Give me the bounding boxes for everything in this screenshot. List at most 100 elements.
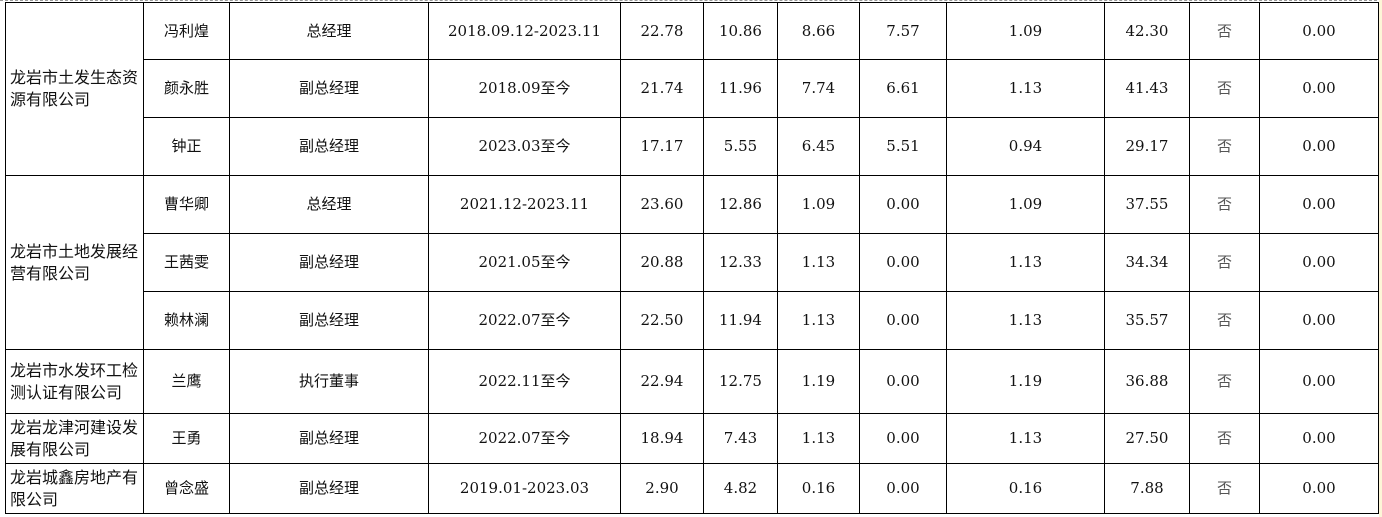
- page-edge: [1379, 0, 1382, 517]
- person-name: 王茜雯: [143, 233, 230, 292]
- other-income: 0.00: [1259, 233, 1379, 292]
- performance-pay: 1.09: [777, 175, 860, 234]
- part-time-flag: 否: [1189, 349, 1260, 414]
- deferred-pay: 0.00: [859, 175, 947, 234]
- tenure: 2021.05至今: [428, 233, 621, 292]
- performance-pay: 1.19: [777, 349, 860, 414]
- performance-pay: 1.13: [777, 291, 860, 350]
- deferred-pay: 0.00: [859, 413, 947, 464]
- person-name: 冯利煌: [143, 2, 230, 60]
- tenure: 2019.01-2023.03: [428, 463, 621, 514]
- total-salary: 23.60: [620, 175, 704, 234]
- performance-pay: 1.13: [777, 413, 860, 464]
- table-row: 龙岩市土发生态资源有限公司 冯利煌 总经理 2018.09.12-2023.11 22.…: [5, 2, 1379, 176]
- performance-pay: 7.74: [777, 59, 860, 118]
- table-row: 王茜雯 副总经理 2021.05至今 20.88 12.33 1.13 0.00 1.13 34…: [6, 233, 1379, 292]
- part-time-flag: 否: [1189, 59, 1260, 118]
- tenure: 2023.03至今: [428, 117, 621, 176]
- table-row: 龙岩城鑫房地产有限公司 曾念盛 副总经理 2019.01-2023.03 2.90 4.8…: [5, 463, 1379, 514]
- total-compensation: 35.57: [1104, 291, 1190, 350]
- position: 副总经理: [229, 463, 429, 514]
- tenure: 2021.12-2023.11: [428, 175, 621, 234]
- part-time-flag: 否: [1189, 117, 1260, 176]
- other-income: 0.00: [1259, 463, 1379, 514]
- performance-pay: 8.66: [777, 2, 860, 60]
- position: 副总经理: [229, 291, 429, 350]
- position: 执行董事: [229, 349, 429, 414]
- other-income: 0.00: [1259, 349, 1379, 414]
- current-pay: 1.19: [946, 349, 1105, 414]
- person-name: 曾念盛: [143, 463, 230, 514]
- company-name: 龙岩龙津河建设发展有限公司: [5, 413, 144, 464]
- person-name: 曹华卿: [143, 175, 230, 234]
- base-salary: 12.75: [703, 349, 778, 414]
- part-time-flag: 否: [1189, 175, 1260, 234]
- company-name: 龙岩市土地发展经营有限公司: [5, 175, 144, 350]
- other-income: 0.00: [1259, 2, 1379, 60]
- total-salary: 2.90: [620, 463, 704, 514]
- table-row: 龙岩市水发环工检测认证有限公司 兰鹰 执行董事 2022.11至今 22.94 12.75…: [5, 349, 1379, 414]
- company-name: 龙岩市水发环工检测认证有限公司: [5, 349, 144, 414]
- base-salary: 11.94: [703, 291, 778, 350]
- table-row: 龙岩市土地发展经营有限公司 曹华卿 总经理 2021.12-2023.11 23.60 1…: [5, 175, 1379, 350]
- deferred-pay: 0.00: [859, 349, 947, 414]
- deferred-pay: 0.00: [859, 291, 947, 350]
- current-pay: 1.09: [946, 175, 1105, 234]
- position: 副总经理: [229, 413, 429, 464]
- table-row: 颜永胜 副总经理 2018.09至今 21.74 11.96 7.74 6.61 1.13 41…: [6, 59, 1379, 118]
- table-row: 钟正 副总经理 2023.03至今 17.17 5.55 6.45 5.51 0.94 29.1…: [6, 117, 1379, 176]
- total-compensation: 7.88: [1104, 463, 1190, 514]
- person-name: 钟正: [143, 117, 230, 176]
- table-body: 龙岩市土发生态资源有限公司 冯利煌 总经理 2018.09.12-2023.11 22.…: [5, 2, 1379, 514]
- company-name: 龙岩城鑫房地产有限公司: [5, 463, 144, 514]
- base-salary: 4.82: [703, 463, 778, 514]
- salary-table: 龙岩市土发生态资源有限公司 冯利煌 总经理 2018.09.12-2023.11 22.…: [5, 2, 1379, 514]
- performance-pay: 0.16: [777, 463, 860, 514]
- total-compensation: 36.88: [1104, 349, 1190, 414]
- other-income: 0.00: [1259, 413, 1379, 464]
- base-salary: 11.96: [703, 59, 778, 118]
- current-pay: 1.09: [946, 2, 1105, 60]
- base-salary: 12.33: [703, 233, 778, 292]
- position: 副总经理: [229, 117, 429, 176]
- deferred-pay: 5.51: [859, 117, 947, 176]
- total-salary: 22.78: [620, 2, 704, 60]
- part-time-flag: 否: [1189, 291, 1260, 350]
- total-salary: 22.94: [620, 349, 704, 414]
- table-row: 赖林澜 副总经理 2022.07至今 22.50 11.94 1.13 0.00 1.13 35…: [6, 291, 1379, 350]
- current-pay: 0.16: [946, 463, 1105, 514]
- total-compensation: 29.17: [1104, 117, 1190, 176]
- other-income: 0.00: [1259, 291, 1379, 350]
- total-salary: 17.17: [620, 117, 704, 176]
- current-pay: 1.13: [946, 291, 1105, 350]
- current-pay: 1.13: [946, 59, 1105, 118]
- deferred-pay: 0.00: [859, 233, 947, 292]
- part-time-flag: 否: [1189, 463, 1260, 514]
- total-salary: 21.74: [620, 59, 704, 118]
- total-compensation: 34.34: [1104, 233, 1190, 292]
- part-time-flag: 否: [1189, 2, 1260, 60]
- tenure: 2018.09.12-2023.11: [428, 2, 621, 60]
- other-income: 0.00: [1259, 117, 1379, 176]
- other-income: 0.00: [1259, 175, 1379, 234]
- person-name: 赖林澜: [143, 291, 230, 350]
- total-salary: 20.88: [620, 233, 704, 292]
- total-salary: 18.94: [620, 413, 704, 464]
- company-name: 龙岩市土发生态资源有限公司: [5, 2, 144, 176]
- performance-pay: 6.45: [777, 117, 860, 176]
- person-name: 王勇: [143, 413, 230, 464]
- tenure: 2022.07至今: [428, 413, 621, 464]
- other-income: 0.00: [1259, 59, 1379, 118]
- total-compensation: 27.50: [1104, 413, 1190, 464]
- page-top-border: [0, 0, 1382, 1]
- deferred-pay: 6.61: [859, 59, 947, 118]
- position: 总经理: [229, 2, 429, 60]
- part-time-flag: 否: [1189, 413, 1260, 464]
- base-salary: 7.43: [703, 413, 778, 464]
- tenure: 2022.11至今: [428, 349, 621, 414]
- current-pay: 1.13: [946, 233, 1105, 292]
- table-row: 龙岩龙津河建设发展有限公司 王勇 副总经理 2022.07至今 18.94 7.43 1.1…: [5, 413, 1379, 464]
- position: 总经理: [229, 175, 429, 234]
- performance-pay: 1.13: [777, 233, 860, 292]
- current-pay: 0.94: [946, 117, 1105, 176]
